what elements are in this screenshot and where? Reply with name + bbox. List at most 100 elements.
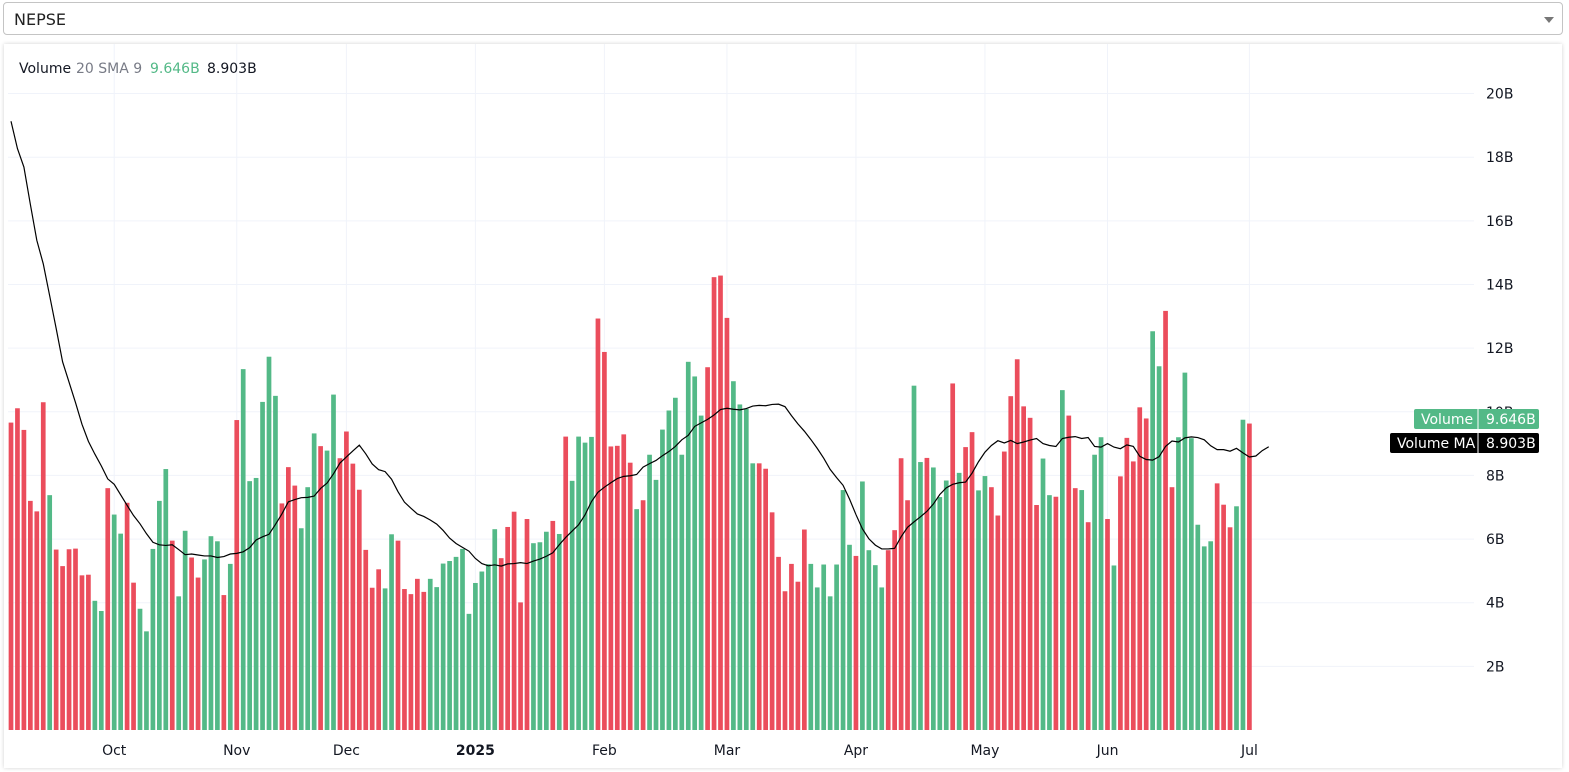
volume-bar-down bbox=[105, 488, 111, 730]
volume-bar-down bbox=[8, 422, 14, 730]
volume-bar-down bbox=[286, 467, 291, 730]
volume-bar-down bbox=[40, 402, 46, 730]
volume-bar-up bbox=[1195, 524, 1201, 730]
volume-bar-down bbox=[995, 515, 1001, 730]
volume-bar-down bbox=[369, 587, 375, 730]
volume-bar-up bbox=[157, 500, 162, 730]
legend-ma-value: 8.903B bbox=[207, 61, 257, 77]
legend: Volume 20 SMA 9 9.646B 8.903B bbox=[19, 61, 257, 77]
volume-bar-up bbox=[111, 514, 117, 730]
volume-bar-up bbox=[273, 395, 278, 730]
volume-bar-up bbox=[827, 596, 833, 730]
volume-chart[interactable]: 2B4B6B8B10B12B14B16B18B20B OctNovDec2025… bbox=[4, 44, 1562, 768]
ma-label-bg bbox=[1390, 433, 1539, 453]
volume-bar-up bbox=[569, 480, 575, 730]
volume-bar-up bbox=[698, 415, 704, 730]
volume-bar-down bbox=[782, 591, 788, 730]
volume-bar-up bbox=[427, 578, 433, 730]
volume-bar-up bbox=[679, 454, 685, 730]
volume-bar-up bbox=[253, 477, 259, 730]
volume-bar-up bbox=[163, 469, 169, 730]
volume-bar-up bbox=[324, 450, 330, 730]
volume-bar-down bbox=[415, 578, 420, 730]
ma-price-label: Volume MA 8.903B bbox=[1390, 433, 1539, 453]
volume-bar-up bbox=[814, 587, 820, 730]
volume-bar-up bbox=[453, 556, 459, 730]
volume-bar-down bbox=[1214, 483, 1220, 730]
volume-bar-up bbox=[692, 376, 698, 730]
volume-bar-down bbox=[344, 431, 349, 730]
x-tick-label: Oct bbox=[102, 743, 127, 759]
volume-bar-up bbox=[537, 542, 543, 730]
volume-bar-down bbox=[705, 367, 710, 730]
volume-bar-down bbox=[1014, 359, 1020, 730]
x-tick-label: 2025 bbox=[456, 743, 495, 759]
y-tick-label: 16B bbox=[1486, 214, 1513, 230]
ma-label-name: Volume MA bbox=[1397, 436, 1476, 452]
volume-bar-down bbox=[363, 549, 369, 730]
volume-bar-down bbox=[789, 563, 794, 730]
volume-bar-down bbox=[763, 468, 768, 730]
volume-bar-down bbox=[518, 602, 523, 730]
volume-bar-down bbox=[924, 457, 930, 730]
volume-bar-up bbox=[1189, 438, 1194, 730]
volume-bar-down bbox=[614, 445, 620, 730]
y-axis: 2B4B6B8B10B12B14B16B18B20B bbox=[1486, 87, 1513, 676]
volume-bar-down bbox=[350, 463, 356, 730]
volume-bar-down bbox=[1027, 417, 1033, 730]
volume-label-name: Volume bbox=[1421, 412, 1473, 428]
volume-bar-up bbox=[660, 429, 665, 730]
volume-bar-up bbox=[1182, 372, 1188, 730]
volume-bar-up bbox=[582, 442, 588, 730]
y-tick-label: 2B bbox=[1486, 659, 1505, 675]
volume-bar-down bbox=[15, 408, 20, 730]
volume-bar-up bbox=[589, 436, 594, 730]
volume-bar-up bbox=[118, 533, 123, 730]
volume-bar-up bbox=[576, 436, 581, 730]
chevron-down-icon bbox=[1544, 17, 1554, 23]
volume-bar-down bbox=[1118, 476, 1123, 730]
volume-bar-up bbox=[931, 467, 936, 730]
x-tick-label: Feb bbox=[592, 743, 617, 759]
volume-bar-up bbox=[182, 530, 188, 730]
volume-bar-down bbox=[402, 589, 407, 730]
volume-bar-down bbox=[1021, 406, 1026, 730]
symbol-select-value: NEPSE bbox=[14, 10, 66, 29]
volume-bar-down bbox=[640, 500, 646, 730]
volume-bar-down bbox=[124, 502, 130, 730]
volume-bar-down bbox=[969, 432, 975, 730]
symbol-select[interactable]: NEPSE bbox=[3, 2, 1563, 35]
legend-volume-value: 9.646B bbox=[150, 61, 200, 77]
volume-bar-down bbox=[802, 529, 807, 730]
chart-panel[interactable]: 2B4B6B8B10B12B14B16B18B20B OctNovDec2025… bbox=[4, 44, 1562, 768]
volume-bar-down bbox=[898, 458, 904, 730]
volume-bar-up bbox=[331, 394, 336, 730]
legend-name: Volume bbox=[19, 61, 71, 77]
volume-bar-up bbox=[389, 534, 394, 730]
volume-bar-down bbox=[221, 595, 227, 730]
volume-bar-down bbox=[1001, 451, 1007, 730]
volume-bar-down bbox=[498, 558, 504, 730]
volume-bar-up bbox=[98, 610, 104, 730]
volume-bar-up bbox=[485, 564, 491, 730]
volume-bar-down bbox=[718, 275, 723, 730]
volume-bar-down bbox=[608, 446, 614, 730]
volume-bar-up bbox=[382, 588, 388, 730]
volume-bar-up bbox=[260, 401, 265, 730]
volume-bar-up bbox=[247, 481, 252, 730]
volume-bar-up bbox=[976, 490, 981, 730]
volume-bar-up bbox=[1098, 437, 1104, 730]
volume-bar-up bbox=[492, 529, 498, 730]
volume-bar-up bbox=[447, 561, 452, 730]
volume-bar-up bbox=[982, 476, 988, 730]
volume-bar-up bbox=[821, 564, 827, 730]
volume-bar-down bbox=[795, 581, 801, 730]
volume-bar-down bbox=[711, 277, 717, 730]
volume-bar-up bbox=[1111, 565, 1117, 730]
x-axis: Oct Nov Dec 2025 Feb Mar Apr May Jun Jul bbox=[102, 743, 1258, 759]
volume-bar-up bbox=[479, 571, 485, 730]
volume-bar-up bbox=[47, 495, 53, 730]
volume-bar-up bbox=[743, 408, 749, 730]
volume-bar-up bbox=[1201, 546, 1207, 730]
volume-bar-down bbox=[1163, 310, 1168, 730]
